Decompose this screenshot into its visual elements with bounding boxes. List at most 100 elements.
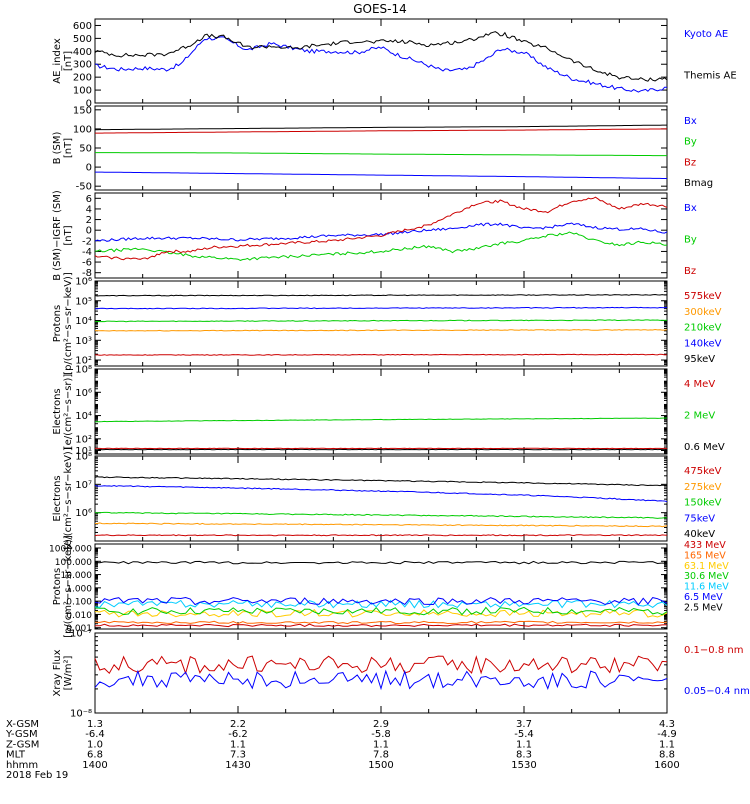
legend-label: 150keV [684, 498, 722, 509]
y-axis-title: AE_index [52, 38, 63, 84]
legend-label: 2 MeV [684, 411, 715, 422]
legend-label: Bmag [684, 178, 713, 189]
legend-label: 0.1−0.8 nm [684, 645, 743, 656]
y-tick-label: 10⁷ [75, 480, 92, 491]
panel-protons_mev: 0.0010.0100.1001.00010.000100.0001000.00… [49, 535, 729, 638]
y-axis-unit: [nT] [63, 51, 74, 71]
series-line-bmag [95, 125, 667, 130]
y-tick-label: 10⁴ [75, 411, 92, 422]
legend-label: 95keV [684, 354, 715, 365]
legend-label: 63.1 MeV [684, 561, 729, 572]
legend-label: 433 MeV [684, 540, 726, 551]
series-line-210kev [95, 320, 667, 322]
ephemeris-value: 1430 [225, 760, 250, 771]
legend-label: Bx [684, 203, 697, 214]
legend-label: 30.6 MeV [684, 571, 729, 582]
y-tick-label: 10² [75, 434, 92, 445]
y-tick-label: 10⁶ [75, 388, 92, 399]
legend-label: 6.5 MeV [684, 592, 723, 603]
panel-frame [95, 544, 667, 629]
y-tick-label: 300 [73, 60, 92, 71]
y-axis-title: Electrons [52, 475, 63, 521]
series-line-75kev [95, 485, 667, 502]
y-axis-unit: [nT] [63, 225, 74, 245]
series-line-2-5-mev [95, 561, 667, 563]
y-tick-label: 10³ [75, 336, 92, 347]
y-tick-label: -2 [82, 236, 92, 247]
legend-label: 4 MeV [684, 379, 715, 390]
series-line-575kev [95, 354, 667, 355]
y-axis-title: Electrons [52, 388, 63, 434]
y-tick-label: 0 [86, 163, 92, 174]
legend-label: 165 MeV [684, 550, 726, 561]
date-label: 2018 Feb 19 [6, 770, 68, 781]
legend-label: 140keV [684, 338, 722, 349]
legend-label: 300keV [684, 307, 722, 318]
y-tick-label: 2 [86, 215, 92, 226]
legend-label: By [684, 235, 697, 246]
y-tick-label: 10⁸ [75, 452, 92, 463]
y-tick-label: 10⁵ [75, 296, 92, 307]
y-axis-title: B (SM)−IGRF (SM) [52, 190, 63, 281]
legend-label: Bz [684, 157, 696, 168]
panel-electrons_kev: 10⁶10⁷10⁸Electrons[e/(cm²−s−sr−keV)]475k… [52, 447, 722, 550]
y-tick-label: 500 [73, 34, 92, 45]
panel-frame [95, 19, 667, 103]
y-tick-label: 100 [73, 124, 92, 135]
y-tick-label: 0 [86, 226, 92, 237]
series-line-40kev [95, 477, 667, 486]
series-line-kyoto-ae [95, 37, 667, 92]
panel-frame [95, 369, 667, 454]
y-axis-title: Protons [52, 305, 63, 342]
series-line-300kev [95, 330, 667, 332]
series-line-2-mev [95, 418, 667, 422]
y-tick-label: 400 [73, 47, 92, 58]
y-tick-label: 50 [79, 144, 92, 155]
legend-label: 475keV [684, 466, 722, 477]
y-tick-label: -6 [82, 258, 92, 269]
y-axis-title: Protons [52, 568, 63, 605]
panel-frame [95, 281, 667, 366]
ephemeris-value: 1400 [82, 760, 107, 771]
legend-label: By [684, 137, 697, 148]
y-tick-label: 10⁶ [75, 508, 92, 519]
legend-label: 210keV [684, 323, 722, 334]
y-tick-label: 200 [73, 73, 92, 84]
series-line-0-05-0-4-nm [95, 671, 667, 688]
ephemeris-value: 1500 [368, 760, 393, 771]
y-axis-unit: [e/(cm²−s−sr)] [63, 374, 74, 450]
y-tick-label: 600 [73, 21, 92, 32]
series-line-bx [95, 223, 667, 241]
ephemeris-value: 1530 [511, 760, 536, 771]
legend-label: Kyoto AE [684, 29, 728, 40]
legend-label: Bx [684, 116, 697, 127]
y-axis-unit: [W/m²] [63, 655, 74, 690]
legend-label: 40keV [684, 529, 715, 540]
panel-frame [95, 633, 667, 713]
series-line-140kev [95, 307, 667, 309]
series-line-0-1-0-8-nm [95, 656, 667, 673]
y-axis-unit: [p/(cm²−s−sr−keV)] [63, 535, 74, 638]
y-axis-title: Xray Flux [52, 649, 63, 696]
y-axis-unit: [p/(cm²−s−sr−keV)] [63, 272, 74, 375]
y-tick-label: 10⁶ [75, 277, 92, 288]
panel-electrons_mev: 10¹10²10⁴10⁶10⁸Electrons[e/(cm²−s−sr)]4 … [52, 365, 725, 457]
legend-label: 11.6 MeV [684, 582, 729, 593]
series-line-275kev [95, 523, 667, 527]
panel-frame [95, 456, 667, 541]
y-tick-label: 10⁴ [75, 316, 92, 327]
legend-label: Bz [684, 266, 696, 277]
legend-label: 2.5 MeV [684, 602, 723, 613]
legend-label: 0.05−0.4 nm [684, 686, 750, 697]
y-axis-unit: [nT] [63, 138, 74, 158]
series-line-11-6-mev [95, 601, 667, 608]
y-tick-label: 10⁻⁷ [70, 629, 92, 640]
figure-title: GOES-14 [353, 2, 407, 16]
legend-label: 0.6 MeV [684, 442, 725, 453]
